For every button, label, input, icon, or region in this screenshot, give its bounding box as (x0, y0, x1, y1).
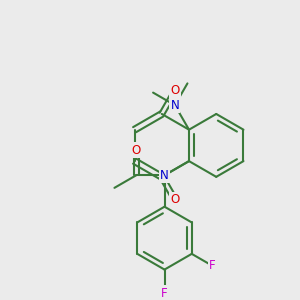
Text: O: O (170, 194, 180, 206)
Text: N: N (160, 169, 169, 182)
Text: O: O (170, 84, 180, 97)
Text: N: N (170, 99, 179, 112)
Text: O: O (132, 144, 141, 157)
Text: F: F (209, 259, 215, 272)
Text: F: F (161, 287, 168, 300)
